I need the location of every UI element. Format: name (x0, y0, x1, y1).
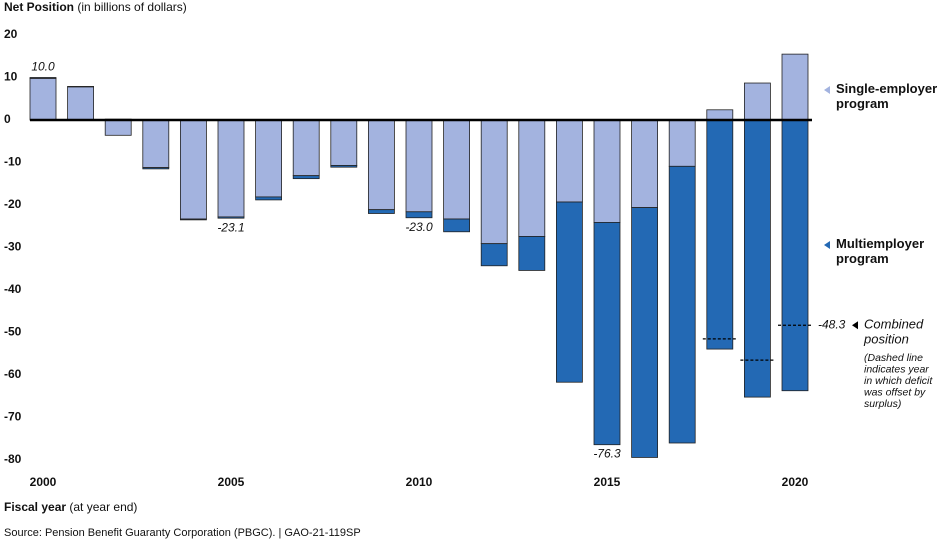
bar (593, 222, 621, 446)
y-tick-label: -30 (4, 240, 22, 254)
value-label: -48.3 (818, 317, 846, 331)
bar (142, 167, 170, 170)
bar (706, 119, 734, 350)
bar (179, 218, 207, 221)
bar (518, 119, 546, 237)
bar (179, 119, 207, 220)
bar (142, 119, 170, 168)
bar (292, 119, 320, 177)
bar (255, 196, 283, 201)
x-tick-label: 2000 (30, 475, 57, 489)
bar (217, 119, 245, 218)
y-tick-label: -50 (4, 325, 22, 339)
bar (217, 216, 245, 219)
title-unit: (in billions of dollars) (77, 0, 186, 14)
bar (480, 243, 508, 267)
y-tick-label: 20 (4, 27, 18, 41)
y-tick-label: 10 (4, 70, 18, 84)
bar (405, 119, 433, 213)
x-label-unit: (at year end) (69, 500, 137, 514)
bar (405, 211, 433, 219)
legend-label: Single-employer program (836, 81, 937, 111)
y-tick-label: -10 (4, 155, 22, 169)
bar (330, 165, 358, 168)
y-tick-label: -80 (4, 452, 22, 466)
y-tick-label: -20 (4, 197, 22, 211)
value-label: -23.1 (217, 220, 244, 234)
legend-marker (824, 241, 830, 249)
bar (781, 119, 809, 392)
bar (744, 82, 771, 121)
bar (29, 77, 57, 121)
bar (556, 119, 583, 203)
bar (292, 175, 320, 180)
legend-label: Combined position (863, 317, 924, 347)
bar (631, 119, 658, 208)
title: Net Position (4, 0, 74, 14)
bar (330, 119, 358, 166)
bar (706, 109, 734, 121)
bar (255, 119, 283, 198)
value-label: -23.0 (405, 220, 433, 234)
x-axis-title: Fiscal year (at year end) (4, 500, 137, 514)
y-tick-label: -40 (4, 282, 22, 296)
bar (67, 86, 94, 121)
x-label: Fiscal year (4, 500, 66, 514)
bar (631, 207, 658, 458)
x-tick-label: 2020 (782, 475, 809, 489)
bar (556, 201, 583, 383)
chart-title: Net Position (in billions of dollars) (4, 0, 187, 14)
y-tick-label: 0 (4, 112, 11, 126)
x-tick-label: 2015 (594, 475, 621, 489)
legend-note: in which deficit (864, 375, 933, 387)
bar (443, 119, 471, 220)
legend-marker (852, 321, 858, 330)
source: Source: Pension Benefit Guaranty Corpora… (4, 527, 361, 539)
bar (104, 119, 132, 136)
bar (668, 119, 696, 167)
bar (29, 77, 57, 79)
legend-note: surplus) (864, 398, 901, 410)
legend-marker (824, 86, 830, 94)
y-tick-label: -70 (4, 410, 22, 424)
bar (668, 165, 696, 444)
bar (443, 218, 471, 233)
y-tick-label: -60 (4, 367, 22, 381)
legend-note: (Dashed line (864, 352, 923, 364)
legend-label: Multiemployer program (836, 236, 924, 266)
x-tick-label: 2010 (406, 475, 433, 489)
bar (367, 209, 395, 214)
bar (593, 119, 621, 223)
bar (781, 53, 809, 121)
bar (744, 119, 771, 398)
x-tick-label: 2005 (218, 475, 245, 489)
legend-note: was offset by (864, 387, 926, 399)
value-label: 10.0 (31, 60, 55, 74)
bar (367, 119, 395, 211)
value-label: -76.3 (593, 446, 621, 460)
bar (480, 119, 508, 245)
bar (518, 236, 546, 271)
legend-note: indicates year (864, 364, 929, 376)
